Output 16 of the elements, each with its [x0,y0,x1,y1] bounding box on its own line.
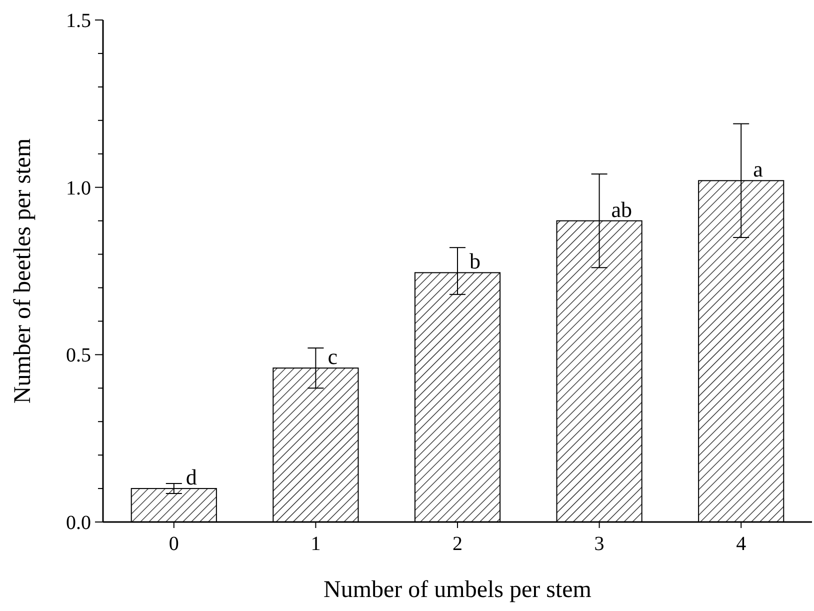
y-tick-label: 1.5 [66,10,91,32]
y-axis-title: Number of beetles per stem [10,138,36,404]
annotation: c [328,344,338,370]
y-tick-label: 0.0 [66,512,91,534]
y-tick-label: 1.0 [66,177,91,200]
annotation: a [753,156,764,182]
annotation: d [186,464,197,490]
annotation: ab [611,196,632,222]
x-axis-title: Number of umbels per stem [324,577,592,603]
x-tick-label: 0 [168,533,179,555]
annotation: b [470,248,480,274]
y-tick-label: 0.5 [66,344,91,367]
x-tick-label: 4 [736,533,746,555]
x-tick-label: 3 [594,533,604,555]
x-tick-label: 2 [452,533,462,555]
x-tick-label: 1 [310,533,321,555]
